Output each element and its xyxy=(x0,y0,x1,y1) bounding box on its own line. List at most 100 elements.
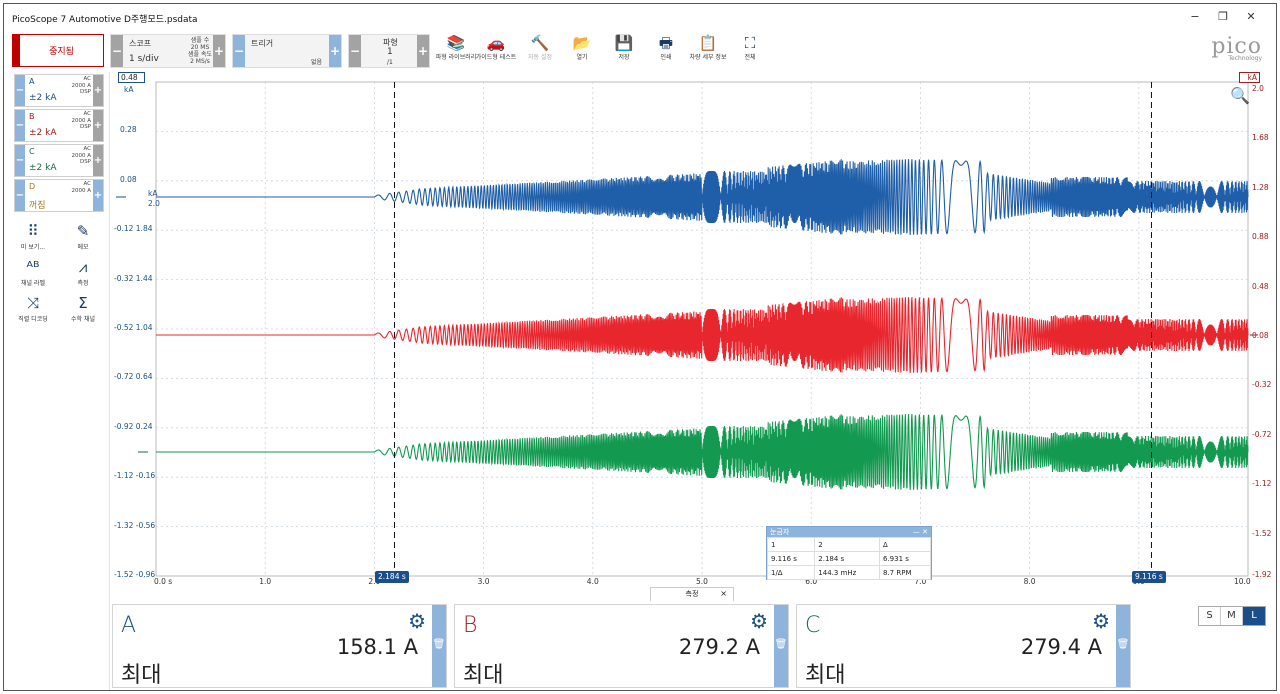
x-tick-label: 3.0 xyxy=(477,577,490,586)
measurement-panel-b[interactable]: B 279.2 A 최대 ⚙ 🗑 xyxy=(454,604,789,688)
ruler-col-1: 1 xyxy=(766,537,816,552)
guided-test-button[interactable]: 🚗 가이드형 테스트 xyxy=(475,34,517,61)
left-tick-label: -0.72 0.64 xyxy=(114,372,153,382)
channel-a-offset-unit: kA xyxy=(148,189,158,198)
toolbar: 중지됨 − 스코프 1 s/div 샘플 수 20 MS 샘플 속도 2 MS/… xyxy=(4,30,1276,72)
measurement-panel-a[interactable]: A 158.1 A 최대 ⚙ 🗑 xyxy=(112,604,447,688)
full-screen-button[interactable]: ⛶ 전체 xyxy=(728,34,772,61)
x-tick-label: 1.0 xyxy=(259,577,272,586)
open-button[interactable]: 📂 열기 xyxy=(560,34,604,61)
channel-labels-button[interactable]: ᴬᴮ 채널 라벨 xyxy=(12,258,54,287)
size-medium-button[interactable]: M xyxy=(1221,607,1243,625)
auto-setup-button[interactable]: 🔨 자동 설정 xyxy=(518,34,562,61)
grid-dots-icon: ⠿ xyxy=(27,222,39,240)
channel-a-info: AC 2000 A DSP xyxy=(71,76,91,95)
math-channels-button[interactable]: Σ 수학 채널 xyxy=(62,294,104,323)
measure-button[interactable]: ⩘ 측정 xyxy=(62,258,104,287)
right-tick-label: 1.68 xyxy=(1252,133,1269,143)
ruler-table-header[interactable]: 눈금자 — ✕ xyxy=(767,527,931,537)
waveform-group: − 파형 1 /1 + xyxy=(348,34,430,68)
channel-b-decrease-button[interactable]: − xyxy=(15,110,25,141)
trigger-mode[interactable]: 없음 xyxy=(311,59,323,66)
left-axis-top-value[interactable]: 0.48 xyxy=(118,72,145,83)
waveform-label: 파형 xyxy=(383,38,398,47)
sample-info[interactable]: 샘플 수 20 MS 샘플 속도 2 MS/s xyxy=(188,37,212,65)
print-button[interactable]: 🖶 인쇄 xyxy=(644,34,688,61)
channel-b-increase-button[interactable]: + xyxy=(93,110,103,141)
cursor-1-label[interactable]: 2.184 s xyxy=(375,571,409,583)
measurement-type: 최대 xyxy=(121,663,162,688)
size-small-button[interactable]: S xyxy=(1199,607,1221,625)
gear-icon[interactable]: ⚙ xyxy=(750,609,768,633)
channel-d-control[interactable]: − D 꺼짐 AC 2000 A + xyxy=(14,179,104,212)
panel-size-selector: S M L xyxy=(1198,606,1266,626)
x-tick-label: 7.0 xyxy=(914,577,927,586)
channel-sidebar: − A ±2 kA AC 2000 A DSP + − B ±2 kA AC 2000… xyxy=(4,72,110,690)
waveform-total: /1 xyxy=(387,59,393,66)
size-large-button[interactable]: L xyxy=(1243,607,1265,625)
clipboard-icon: 📋 xyxy=(698,34,718,52)
timebase-decrease-button[interactable]: − xyxy=(111,35,123,67)
channel-d-decrease-button[interactable]: − xyxy=(15,180,25,211)
compass-icon: ⩘ xyxy=(78,258,88,276)
car-icon: 🚗 xyxy=(486,34,506,52)
cursor-2-label[interactable]: 9.116 s xyxy=(1132,571,1166,583)
stop-button[interactable]: 중지됨 xyxy=(12,34,104,67)
channel-b-trace xyxy=(156,296,1249,374)
gear-icon[interactable]: ⚙ xyxy=(408,609,426,633)
channel-a-control[interactable]: − A ±2 kA AC 2000 A DSP + xyxy=(14,74,104,107)
zoom-icon[interactable]: 🔍 xyxy=(1230,86,1250,105)
measurement-channel: A xyxy=(121,613,137,638)
timebase-increase-button[interactable]: + xyxy=(213,35,225,67)
measurements-tab[interactable]: 측정 × xyxy=(650,587,734,601)
minimize-button[interactable]: − xyxy=(1190,10,1200,23)
waveform-next-button[interactable]: + xyxy=(417,35,429,67)
restore-button[interactable]: ❐ xyxy=(1218,10,1228,23)
trash-icon[interactable]: 🗑 xyxy=(432,605,446,687)
scope-plot[interactable]: 0.48 kA kA kA 2.0 0.28 0.08 -0.12 1.84 -0.3… xyxy=(112,72,1276,586)
waveform-library-button[interactable]: 📚 파형 라이브러리 xyxy=(435,34,477,61)
ruler-col-2: 2 xyxy=(814,537,880,552)
channel-a-decrease-button[interactable]: − xyxy=(15,75,25,106)
serial-decoding-button[interactable]: ⤨ 직렬 디코딩 xyxy=(12,294,54,323)
gear-icon[interactable]: ⚙ xyxy=(1092,609,1110,633)
channel-c-decrease-button[interactable]: − xyxy=(15,145,25,176)
channel-a-trace xyxy=(156,158,1249,236)
waveform-number[interactable]: 1 xyxy=(387,47,393,57)
trigger-increase-button[interactable]: + xyxy=(329,35,341,67)
channel-d-increase-button[interactable]: + xyxy=(93,180,103,211)
right-axis-unit[interactable]: kA xyxy=(1238,72,1260,83)
x-tick-label: 10.0 xyxy=(1234,577,1251,586)
measurement-panel-c[interactable]: C 279.4 A 최대 ⚙ 🗑 xyxy=(796,604,1131,688)
pencil-icon: ✎ xyxy=(76,222,90,240)
channel-b-control[interactable]: − B ±2 kA AC 2000 A DSP + xyxy=(14,109,104,142)
notes-button[interactable]: ✎ 메모 xyxy=(62,222,104,251)
save-button[interactable]: 💾 저장 xyxy=(602,34,646,61)
channel-c-increase-button[interactable]: + xyxy=(93,145,103,176)
measurement-channel: C xyxy=(805,613,821,638)
close-button[interactable]: ✕ xyxy=(1246,10,1256,23)
window-title: PicoScope 7 Automotive D주행모드.psdata xyxy=(12,15,198,25)
ruler-table-close-icon[interactable]: — ✕ xyxy=(912,528,928,536)
trash-icon[interactable]: 🗑 xyxy=(774,605,788,687)
trigger-decrease-button[interactable]: − xyxy=(233,35,245,67)
timebase-value[interactable]: 1 s/div xyxy=(129,54,159,64)
hammer-icon: 🔨 xyxy=(530,34,550,52)
measurement-value: 279.4 A xyxy=(1020,635,1102,659)
trash-icon[interactable]: 🗑 xyxy=(1116,605,1130,687)
right-tick-label: -1.12 xyxy=(1252,479,1272,489)
measurements-tab-close[interactable]: × xyxy=(720,589,727,598)
trigger-label: 트리거 xyxy=(251,39,274,48)
waveform-canvas[interactable] xyxy=(112,72,1276,584)
channel-c-info: AC 2000 A DSP xyxy=(71,146,91,165)
channel-a-increase-button[interactable]: + xyxy=(93,75,103,106)
right-tick-label: -0.72 xyxy=(1252,429,1272,439)
vehicle-details-button[interactable]: 📋 차량 세부 정보 xyxy=(686,34,730,61)
waveform-previous-button[interactable]: − xyxy=(349,35,361,67)
x-tick-label: 5.0 xyxy=(696,577,708,586)
channel-a-name: A xyxy=(29,77,35,86)
app-window: PicoScope 7 Automotive D주행모드.psdata − ❐ … xyxy=(3,3,1277,691)
view-button[interactable]: ⠿ 미 보기... xyxy=(12,222,54,251)
channel-c-control[interactable]: − C ±2 kA AC 2000 A DSP + xyxy=(14,144,104,177)
